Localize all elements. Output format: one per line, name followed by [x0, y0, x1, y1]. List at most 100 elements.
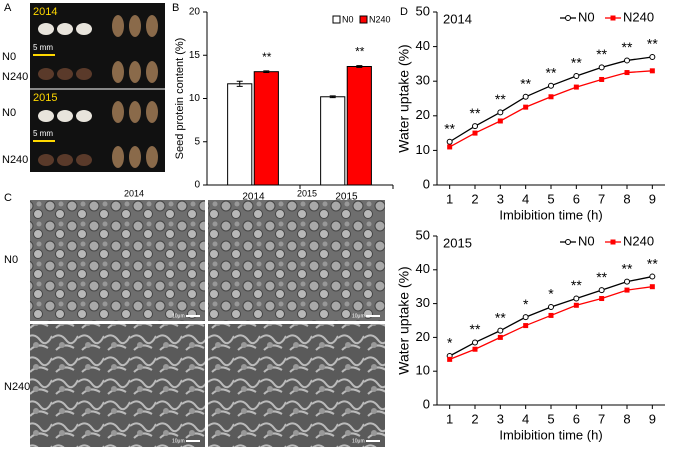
significance: **: [622, 260, 633, 276]
x-tick-label: 4: [522, 191, 529, 206]
marker: [548, 303, 554, 310]
sem-image: [30, 324, 205, 447]
row-label: N240: [2, 71, 28, 83]
seed: [38, 154, 54, 166]
marker: [522, 314, 529, 321]
significance: *: [447, 335, 453, 351]
column-label: 2014: [124, 188, 144, 198]
bar: [320, 96, 346, 186]
legend-swatch: [359, 15, 368, 24]
y-tick-label: 0: [194, 180, 200, 191]
row-label: N0: [2, 51, 16, 63]
x-tick-label: 4: [522, 411, 529, 426]
marker: [598, 287, 605, 294]
significance: **: [262, 50, 272, 64]
legend-label: N0: [578, 233, 595, 248]
seed: [146, 15, 158, 37]
scale-label: 10μm: [172, 313, 185, 319]
y-tick-label: 40: [416, 38, 430, 53]
panel-letter: B: [172, 2, 179, 14]
y-tick-label: 10: [416, 142, 430, 157]
legend-marker: [565, 239, 571, 245]
seed: [129, 146, 141, 168]
x-tick-label: 9: [649, 411, 656, 426]
legend-marker: [610, 15, 616, 21]
marker: [599, 296, 605, 302]
x-tick-label: 2: [471, 191, 478, 206]
significance: **: [571, 55, 582, 71]
marker: [649, 53, 656, 60]
legend-swatch: [332, 15, 341, 24]
seed: [112, 61, 124, 83]
legend-label: N240: [369, 14, 391, 24]
seed: [129, 15, 141, 37]
row-label: N0: [4, 254, 18, 266]
y-axis-label: Water uptake (%): [396, 266, 412, 374]
marker: [472, 123, 478, 130]
scale-label: 10μm: [352, 313, 365, 319]
marker: [497, 334, 503, 340]
seed: [38, 23, 54, 35]
y-tick-label: 0: [423, 176, 430, 191]
marker: [624, 278, 630, 285]
marker: [446, 138, 453, 145]
y-axis-label: Seed protein content (%): [174, 38, 186, 160]
panel-letter: D: [400, 6, 408, 18]
significance: *: [548, 286, 554, 302]
x-axis-label: Imbibition time (h): [499, 207, 602, 222]
significance: **: [444, 120, 455, 136]
y-tick-label: 30: [416, 295, 430, 310]
seed: [112, 101, 124, 123]
seed: [76, 68, 92, 80]
y-tick-label: 20: [416, 329, 430, 344]
panel-letter: A: [4, 2, 12, 14]
seeds: [38, 15, 158, 168]
marker: [497, 327, 504, 334]
y-tick-label: 50: [416, 3, 430, 18]
legend-marker: [565, 15, 571, 21]
row-label: N0: [2, 107, 16, 119]
panel-letter: C: [4, 192, 12, 204]
marker: [523, 104, 529, 110]
y-tick-label: 40: [416, 261, 430, 276]
x-tick-label: 3: [497, 411, 504, 426]
sem-image: [208, 324, 385, 447]
photo-year: 2015: [33, 92, 57, 104]
x-tick-label: 3: [497, 191, 504, 206]
significance: **: [495, 309, 506, 325]
marker: [573, 84, 579, 90]
legend-label: N240: [623, 233, 654, 248]
scale-label: 5 mm: [33, 43, 53, 52]
marker: [624, 70, 630, 76]
marker: [624, 57, 630, 64]
seed: [76, 110, 92, 122]
marker: [624, 287, 630, 293]
scale-label: 10μm: [172, 438, 185, 444]
x-tick-label: 7: [598, 411, 605, 426]
significance: **: [520, 75, 531, 91]
photo-year: 2014: [33, 6, 57, 18]
seed: [57, 68, 73, 80]
marker: [497, 118, 503, 124]
marker: [548, 82, 554, 89]
marker: [649, 273, 656, 280]
error-bar: [356, 65, 363, 68]
marker: [599, 76, 605, 82]
row-label: N240: [4, 381, 30, 393]
significance: **: [622, 39, 633, 55]
legend-label: N0: [342, 14, 354, 24]
x-tick-label: 8: [623, 411, 630, 426]
x-tick-label: 6: [573, 411, 580, 426]
seed: [112, 146, 124, 168]
sem-image: [208, 200, 385, 321]
seed: [146, 101, 158, 123]
seed: [146, 61, 158, 83]
significance: **: [647, 36, 658, 52]
seed: [38, 68, 54, 80]
x-tick-label: 5: [547, 191, 554, 206]
y-tick-label: 50: [416, 227, 430, 242]
seed: [146, 146, 158, 168]
marker: [573, 73, 580, 80]
x-tick-label: 2015: [335, 192, 358, 203]
